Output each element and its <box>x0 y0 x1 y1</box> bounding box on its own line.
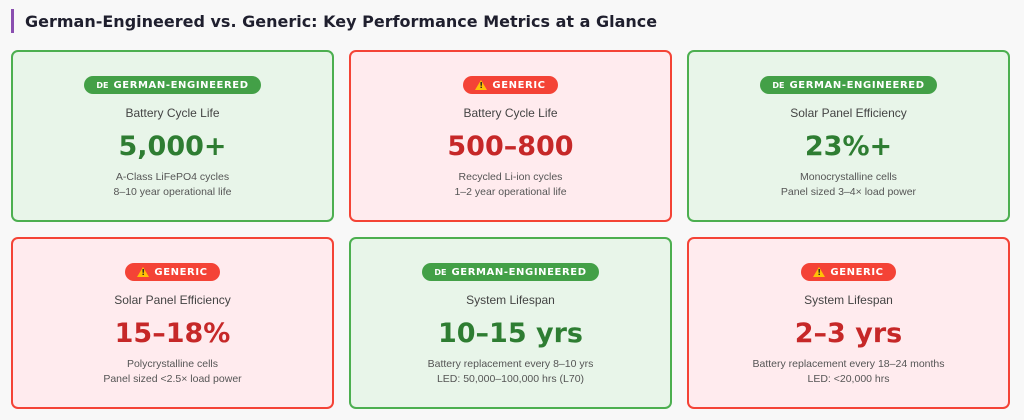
metric-note-line-1: Monocrystalline cells <box>800 171 897 183</box>
german-flag-icon: DE <box>772 80 785 90</box>
badge-label: GERMAN-ENGINEERED <box>113 79 249 91</box>
badge-label: GERMAN-ENGINEERED <box>789 79 925 91</box>
metric-value: 23%+ <box>804 131 893 162</box>
status-badge: GENERIC <box>801 263 896 281</box>
badge-label: GERMAN-ENGINEERED <box>451 266 587 278</box>
page-title: German-Engineered vs. Generic: Key Perfo… <box>11 9 657 33</box>
metric-note: Battery replacement every 8–10 yrs LED: … <box>428 357 594 387</box>
badge-label: GENERIC <box>492 79 546 91</box>
metric-card-solar-german: DE GERMAN-ENGINEERED Solar Panel Efficie… <box>687 50 1010 222</box>
metrics-grid: DE GERMAN-ENGINEERED Battery Cycle Life … <box>11 50 1010 409</box>
status-badge: GENERIC <box>125 263 220 281</box>
metric-card-solar-generic: GENERIC Solar Panel Efficiency 15–18% Po… <box>11 237 334 409</box>
metric-card-battery-german: DE GERMAN-ENGINEERED Battery Cycle Life … <box>11 50 334 222</box>
metric-note: A-Class LiFePO4 cycles 8–10 year operati… <box>114 170 232 200</box>
metric-note-line-1: Battery replacement every 18–24 months <box>752 358 945 370</box>
metric-note-line-2: LED: 50,000–100,000 hrs (L70) <box>436 373 585 385</box>
metric-label: Solar Panel Efficiency <box>790 106 907 120</box>
metric-note-line-2: Panel sized <2.5× load power <box>103 373 242 385</box>
metric-value: 2–3 yrs <box>794 318 903 349</box>
metric-note-line-1: Recycled Li-ion cycles <box>458 171 563 183</box>
metric-note-line-1: Battery replacement every 8–10 yrs <box>427 358 594 370</box>
metric-label: System Lifespan <box>466 293 555 307</box>
metric-note: Battery replacement every 18–24 months L… <box>752 357 944 387</box>
metric-label: System Lifespan <box>804 293 893 307</box>
metric-note: Monocrystalline cells Panel sized 3–4× l… <box>781 170 916 200</box>
warning-icon <box>813 267 826 277</box>
metric-note-line-2: 8–10 year operational life <box>113 186 232 198</box>
metric-label: Solar Panel Efficiency <box>114 293 231 307</box>
page-title-text: German-Engineered vs. Generic: Key Perfo… <box>25 11 658 31</box>
metric-card-lifespan-generic: GENERIC System Lifespan 2–3 yrs Battery … <box>687 237 1010 409</box>
metric-note-line-2: Panel sized 3–4× load power <box>780 186 917 198</box>
status-badge: GENERIC <box>463 76 558 94</box>
badge-label: GENERIC <box>154 266 208 278</box>
warning-icon <box>137 267 150 277</box>
metric-note-line-2: 1–2 year operational life <box>454 186 567 198</box>
status-badge: DE GERMAN-ENGINEERED <box>760 76 937 94</box>
metric-note: Recycled Li-ion cycles 1–2 year operatio… <box>454 170 566 200</box>
metric-value: 5,000+ <box>118 131 227 162</box>
german-flag-icon: DE <box>96 80 109 90</box>
metric-value: 500–800 <box>447 131 574 162</box>
metric-card-battery-generic: GENERIC Battery Cycle Life 500–800 Recyc… <box>349 50 672 222</box>
metric-note-line-1: A-Class LiFePO4 cycles <box>115 171 230 183</box>
badge-label: GENERIC <box>830 266 884 278</box>
german-flag-icon: DE <box>434 267 447 277</box>
metric-label: Battery Cycle Life <box>463 106 558 120</box>
status-badge: DE GERMAN-ENGINEERED <box>422 263 599 281</box>
metric-note: Polycrystalline cells Panel sized <2.5× … <box>103 357 241 387</box>
metric-note-line-1: Polycrystalline cells <box>126 358 218 370</box>
metric-value: 15–18% <box>114 318 231 349</box>
status-badge: DE GERMAN-ENGINEERED <box>84 76 261 94</box>
metric-value: 10–15 yrs <box>437 318 584 349</box>
metric-note-line-2: LED: <20,000 hrs <box>807 373 890 385</box>
metric-card-lifespan-german: DE GERMAN-ENGINEERED System Lifespan 10–… <box>349 237 672 409</box>
warning-icon <box>475 80 488 90</box>
metric-label: Battery Cycle Life <box>125 106 220 120</box>
